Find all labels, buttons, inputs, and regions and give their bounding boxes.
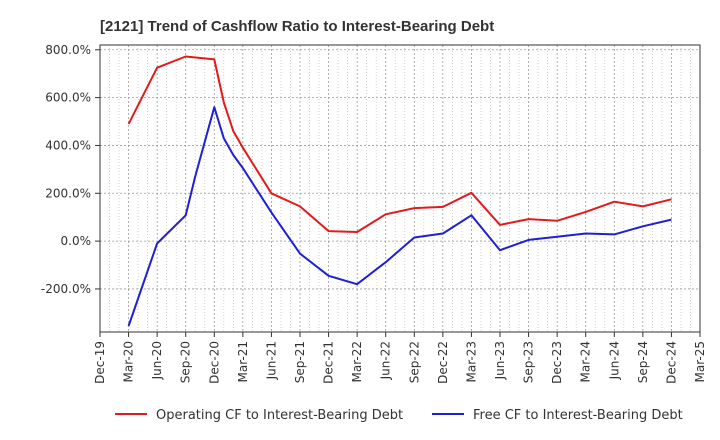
x-tick-label: Dec-21 [322,341,336,384]
x-tick-label: Jun-22 [379,341,393,380]
legend-label: Operating CF to Interest-Bearing Debt [156,408,403,423]
x-tick-label: Sep-22 [407,341,421,383]
legend: Operating CF to Interest-Bearing Debt Fre… [115,408,683,423]
x-tick-label: Mar-20 [122,341,136,382]
y-tick-label: 200.0% [45,186,91,200]
x-tick-label: Mar-22 [350,341,364,382]
grid-lines [100,45,700,332]
series-lines [127,55,672,327]
x-tick-label: Dec-20 [207,341,221,384]
legend-label: Free CF to Interest-Bearing Debt [473,408,683,423]
y-tick-label: 400.0% [45,138,91,152]
x-tick-label: Jun-21 [264,341,278,380]
axes: Dec-19 Mar-20 Jun-20 Sep-20 Dec-20 Mar-21 Jun-… [41,43,707,384]
plot-frame [99,44,701,333]
x-tick-label: Jun-24 [607,341,621,380]
x-tick-label: Sep-21 [293,341,307,383]
x-tick-label: Jun-20 [150,341,164,380]
series-line-operating-cf [127,55,672,233]
x-tick-label: Sep-24 [636,341,650,383]
x-tick-label: Mar-23 [464,341,478,382]
x-tick-label: Mar-24 [579,341,593,382]
x-tick-label: Jun-23 [493,341,507,380]
y-tick-label: 0.0% [61,234,92,248]
x-tick-label: Dec-24 [664,341,678,384]
x-tick-label: Sep-20 [179,341,193,383]
x-tick-label: Mar-25 [693,341,707,382]
x-tick-label: Mar-21 [236,341,250,382]
x-tick-label: Dec-23 [550,341,564,384]
x-tick-label: Sep-23 [522,341,536,383]
x-tick-label: Dec-22 [436,341,450,384]
x-tick-label: Dec-19 [93,341,107,384]
chart-title: [2121] Trend of Cashflow Ratio to Intere… [100,18,494,35]
y-tick-label: 800.0% [45,43,91,57]
series-line-free-cf [127,106,672,327]
y-tick-label: -200.0% [41,282,91,296]
y-tick-label: 600.0% [45,91,91,105]
